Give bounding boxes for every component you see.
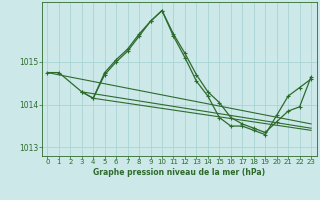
X-axis label: Graphe pression niveau de la mer (hPa): Graphe pression niveau de la mer (hPa) [93, 168, 265, 177]
